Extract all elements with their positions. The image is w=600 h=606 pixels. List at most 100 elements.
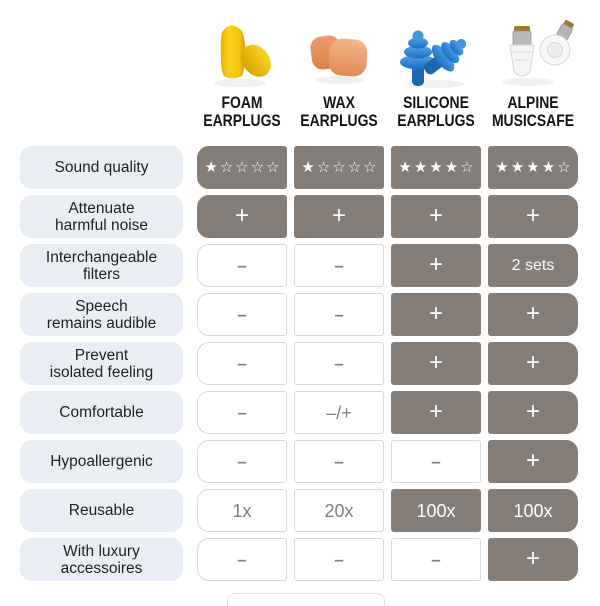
star-rating: ★★★★☆	[495, 158, 573, 176]
minus-mark: –	[431, 550, 441, 569]
cell-alpine: +	[488, 391, 578, 434]
column-header-line1: SILICONE	[403, 93, 469, 112]
minus-mark: –	[237, 452, 247, 471]
column-header-line1: WAX	[323, 93, 355, 112]
cell-alpine: +	[488, 342, 578, 385]
plus-mark: +	[525, 299, 540, 327]
value-text: 100x	[416, 500, 456, 521]
minus-mark: –	[334, 550, 344, 569]
cell-silicone: +	[391, 391, 481, 434]
plus-mark: +	[428, 201, 443, 229]
plus-mark: +	[525, 446, 540, 474]
row-label-line1: With luxury	[63, 542, 140, 560]
column-header-line2: EARPLUGS	[203, 111, 281, 130]
plus-mark: +	[234, 201, 249, 229]
value-text: 20x	[324, 500, 354, 521]
column-header-foam: FOAM EARPLUGS	[193, 94, 291, 130]
column-header-alpine: ALPINE MUSICSAFE	[484, 94, 582, 130]
column-header-line2: MUSICSAFE	[491, 111, 575, 130]
cell-wax: –	[294, 342, 384, 385]
column-header-line2: EARPLUGS	[300, 111, 378, 130]
cell-foam: ★☆☆☆☆	[197, 146, 287, 189]
cell-silicone: +	[391, 342, 481, 385]
cell-alpine: 100x	[488, 489, 578, 532]
silicone-earplugs-photo	[400, 30, 467, 88]
row-label: With luxury accessoires	[20, 538, 183, 581]
row-label: Comfortable	[20, 391, 183, 434]
foam-earplugs-photo	[214, 25, 271, 87]
row-label: Interchangeable filters	[20, 244, 183, 287]
cell-wax: +	[294, 195, 384, 238]
row-label: Prevent isolated feeling	[20, 342, 183, 385]
value-text: 1x	[232, 500, 252, 521]
row-label-line1: Prevent	[74, 346, 129, 364]
star-rating: ★★★★☆	[398, 158, 476, 176]
plus-mark: +	[428, 250, 443, 278]
plus-mark: +	[428, 299, 443, 327]
minus-mark: –	[237, 550, 247, 569]
cell-silicone: –	[391, 538, 481, 581]
star-rating: ★☆☆☆☆	[204, 158, 282, 176]
column-header-line1: FOAM	[221, 93, 263, 112]
row-label-line2: isolated feeling	[49, 363, 154, 381]
cell-foam: 1x	[197, 489, 287, 532]
minus-mark: –	[334, 256, 344, 275]
minus-mark: –	[237, 256, 247, 275]
minus-plus-mark: –/+	[326, 402, 352, 423]
row-label-line1: Speech	[75, 297, 128, 315]
cell-alpine: +	[488, 538, 578, 581]
cell-wax: –	[294, 538, 384, 581]
minus-mark: –	[334, 305, 344, 324]
row-label-line1: Sound quality	[54, 159, 149, 176]
row-label-line1: Interchangeable	[45, 248, 158, 266]
minus-mark: –	[431, 452, 441, 471]
table-row-interchangeable-filters: Interchangeable filters – – + 2 sets	[20, 244, 578, 287]
cell-silicone: +	[391, 293, 481, 336]
column-header-wax: WAX EARPLUGS	[290, 94, 388, 130]
cell-foam: –	[197, 244, 287, 287]
plus-mark: +	[525, 348, 540, 376]
plus-mark: +	[525, 201, 540, 229]
row-label-line2: harmful noise	[54, 216, 149, 234]
row-label-line2: accessoires	[60, 559, 143, 577]
plus-mark: +	[428, 348, 443, 376]
cell-foam: –	[197, 538, 287, 581]
cell-alpine: +	[488, 195, 578, 238]
cell-wax: –	[294, 440, 384, 483]
row-label: Reusable	[20, 489, 183, 532]
minus-mark: –	[237, 403, 247, 422]
row-label-line2: remains audible	[46, 314, 157, 332]
cell-foam: –	[197, 342, 287, 385]
table-row-with-luxury-accessoires: With luxury accessoires – – – +	[20, 538, 578, 581]
table-row-attenuate-harmful-noise: Attenuate harmful noise + + + +	[20, 195, 578, 238]
row-label-line1: Hypoallergenic	[50, 453, 153, 470]
wax-earplugs-photo	[310, 35, 368, 84]
cell-foam: +	[197, 195, 287, 238]
table-row-reusable: Reusable 1x 20x 100x 100x	[20, 489, 578, 532]
cell-wax: –/+	[294, 391, 384, 434]
cell-wax: –	[294, 293, 384, 336]
cell-silicone: 100x	[391, 489, 481, 532]
cell-wax: –	[294, 244, 384, 287]
row-label-line2: filters	[82, 265, 121, 283]
minus-mark: –	[237, 305, 247, 324]
cell-alpine: +	[488, 440, 578, 483]
column-header-silicone: SILICONE EARPLUGS	[387, 94, 485, 130]
cell-foam: –	[197, 391, 287, 434]
column-header-line2: EARPLUGS	[397, 111, 475, 130]
minus-mark: –	[334, 354, 344, 373]
plus-mark: +	[525, 544, 540, 572]
cell-alpine: ★★★★☆	[488, 146, 578, 189]
cell-silicone: +	[391, 195, 481, 238]
cell-wax: 20x	[294, 489, 384, 532]
cell-wax: ★☆☆☆☆	[294, 146, 384, 189]
minus-mark: –	[334, 452, 344, 471]
row-label: Attenuate harmful noise	[20, 195, 183, 238]
comparison-table: Sound quality ★☆☆☆☆ ★☆☆☆☆ ★★★★☆ ★★★★☆ At…	[20, 146, 578, 581]
cell-silicone: –	[391, 440, 481, 483]
value-text: 2 sets	[511, 256, 555, 274]
column-header-line1: ALPINE	[507, 93, 559, 112]
cell-silicone: +	[391, 244, 481, 287]
cell-foam: –	[197, 293, 287, 336]
cell-alpine: 2 sets	[488, 244, 578, 287]
